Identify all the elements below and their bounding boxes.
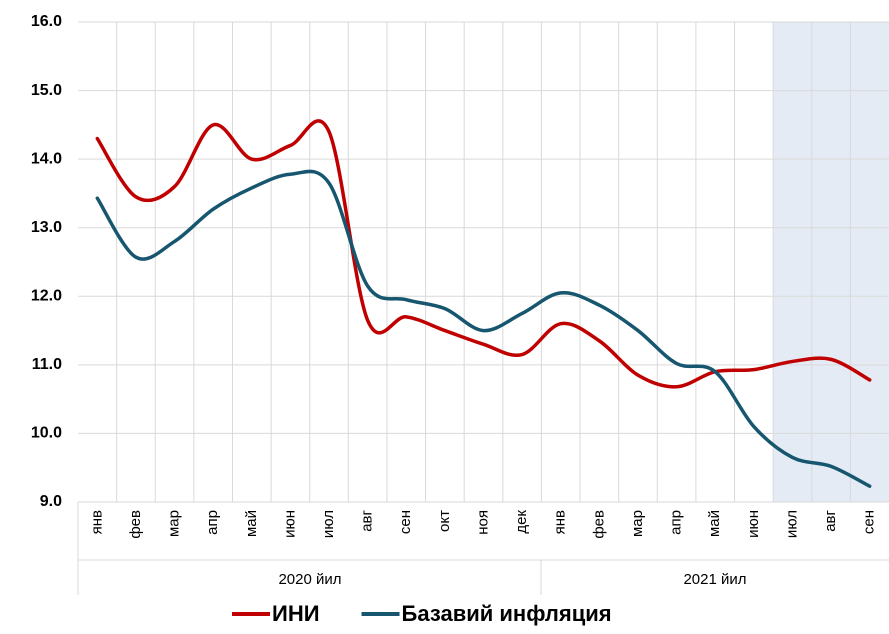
group-label: 2021 йил <box>683 571 746 588</box>
x-tick-label: май <box>706 510 723 537</box>
y-tick-label: 9.0 <box>40 493 62 510</box>
y-tick-label: 12.0 <box>31 288 62 305</box>
x-tick-label: июн <box>745 510 762 538</box>
y-tick-label: 16.0 <box>31 13 62 30</box>
x-tick-label: апр <box>204 510 221 535</box>
x-tick-label: сен <box>861 510 878 534</box>
series-line <box>95 169 872 488</box>
y-tick-label: 10.0 <box>31 425 62 442</box>
y-tick-label: 14.0 <box>31 150 62 167</box>
x-tick-label: июн <box>281 510 298 538</box>
x-tick-label: мар <box>629 510 646 537</box>
x-tick-label: сен <box>397 510 414 534</box>
x-tick-label: янв <box>88 510 105 534</box>
legend-label: Базавий инфляция <box>402 601 612 626</box>
x-tick-label: фев <box>590 510 607 539</box>
y-tick-label: 11.0 <box>32 356 62 373</box>
legend-label: ИНИ <box>272 601 320 626</box>
x-tick-label: авг <box>359 509 376 531</box>
forecast-shade <box>773 22 889 502</box>
x-tick-label: июл <box>783 510 800 538</box>
group-label: 2020 йил <box>278 571 341 588</box>
x-tick-label: апр <box>668 510 685 535</box>
x-tick-label: фев <box>127 510 144 539</box>
x-tick-label: мар <box>166 510 183 537</box>
x-tick-label: июл <box>320 510 337 538</box>
x-tick-label: окт <box>436 510 453 532</box>
y-tick-label: 13.0 <box>31 219 62 236</box>
x-tick-label: ноя <box>474 510 491 535</box>
series-line <box>95 119 872 389</box>
x-tick-label: янв <box>552 510 569 534</box>
x-tick-label: май <box>243 510 260 537</box>
y-tick-label: 15.0 <box>31 82 62 99</box>
x-tick-label: авг <box>822 509 839 531</box>
x-tick-label: дек <box>513 510 530 534</box>
